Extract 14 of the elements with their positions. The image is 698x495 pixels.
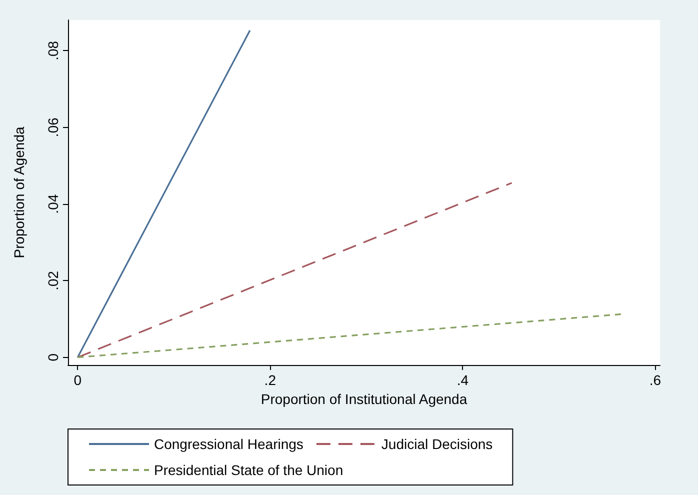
y-axis-title: Proportion of Agenda [11,126,27,258]
y-tick-label: .02 [45,270,61,290]
x-tick-label: 0 [74,372,82,388]
y-tick-label: .08 [45,40,61,60]
y-tick-label: .04 [45,194,61,214]
legend-label: Judicial Decisions [381,436,493,452]
legend-label: Congressional Hearings [154,436,304,452]
x-tick-label: .6 [649,372,662,388]
legend-label: Presidential State of the Union [154,462,344,478]
x-tick-label: .2 [264,372,276,388]
x-tick-label: .4 [456,372,469,388]
x-axis-title: Proportion of Institutional Agenda [260,390,468,407]
y-tick-label: 0 [45,353,61,362]
y-tick-label: .06 [45,117,61,138]
